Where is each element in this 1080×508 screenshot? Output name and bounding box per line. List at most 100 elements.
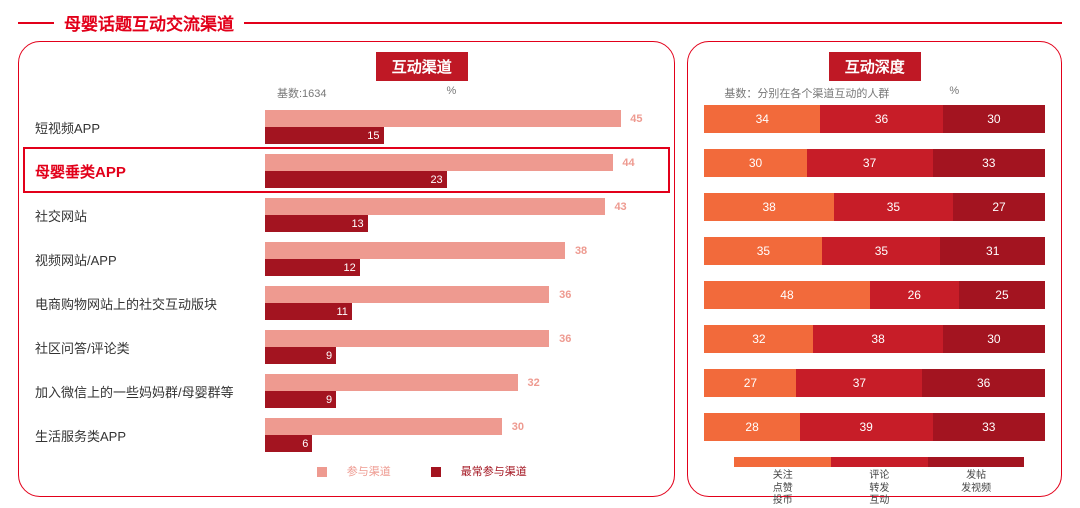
channel-bar-track: 43 13 [265, 198, 658, 232]
channel-bar-label: 社交网站 [35, 206, 265, 225]
legend-swatch [734, 457, 831, 467]
channel-bar-light: 36 [265, 286, 549, 303]
legend-swatch [317, 467, 327, 477]
channel-pct-label: % [447, 85, 457, 101]
depth-legend-line: 发帖 [928, 470, 1025, 483]
page-title: 母婴话题互动交流渠道 [64, 10, 234, 35]
page-title-row: 母婴话题互动交流渠道 [18, 10, 1062, 35]
channel-bar-row: 视频网站/APP3812 [35, 237, 658, 281]
depth-panel: 互动深度 基数：分别在各个渠道互动的人群 % 34363030373338352… [687, 41, 1062, 497]
channel-bar-track: 329 [265, 374, 658, 408]
depth-legend-col: 关注点赞投币 [734, 457, 831, 508]
channel-bar-light: 45 [265, 110, 621, 127]
depth-stack-seg: 30 [943, 105, 1045, 133]
depth-stack-row: 343630 [704, 105, 1045, 133]
depth-stack-seg: 28 [704, 413, 799, 441]
channel-bar-label: 视频网站/APP [35, 250, 265, 269]
depth-stack-row: 323830 [704, 325, 1045, 353]
channel-base-label: 基数:1634 [277, 85, 327, 101]
channel-bar-label: 社区问答/评论类 [35, 338, 265, 357]
channel-panel-title: 互动渠道 [376, 52, 468, 81]
depth-stack-seg: 30 [704, 149, 806, 177]
channel-bar-row: 生活服务类APP306 [35, 413, 658, 457]
depth-legend-col: 发帖发视频 [928, 457, 1025, 508]
depth-subhead: 基数：分别在各个渠道互动的人群 % [704, 85, 1045, 101]
depth-legend: 关注点赞投币评论转发互动发帖发视频 [734, 457, 1024, 508]
channel-bar-light-value: 36 [559, 289, 571, 301]
depth-stack-row: 482625 [704, 281, 1045, 309]
depth-legend-line: 关注 [734, 470, 831, 483]
depth-stack-seg: 36 [922, 369, 1045, 397]
channel-bar-row: 短视频APP4515 [35, 105, 658, 149]
channel-legend: 参与渠道 最常参与渠道 [35, 463, 658, 479]
channel-bar-label: 加入微信上的一些妈妈群/母婴群等 [35, 382, 265, 401]
depth-stack-seg: 32 [704, 325, 813, 353]
depth-legend-line: 转发 [831, 483, 928, 496]
depth-stack-seg: 38 [813, 325, 942, 353]
channel-bar-dark: 9 [265, 347, 336, 364]
channel-legend-item: 最常参与渠道 [421, 466, 537, 478]
channel-bar-label: 生活服务类APP [35, 426, 265, 445]
depth-stack-seg: 31 [940, 237, 1045, 265]
depth-legend-line: 点赞 [734, 483, 831, 496]
channel-bar-light: 36 [265, 330, 549, 347]
channel-panel: 互动渠道 基数:1634 % 短视频APP4515母婴垂类APP4423社交网站… [18, 41, 675, 497]
channel-bar-row: 加入微信上的一些妈妈群/母婴群等329 [35, 369, 658, 413]
channel-bar-row: 电商购物网站上的社交互动版块3611 [35, 281, 658, 325]
depth-stack-seg: 25 [959, 281, 1045, 309]
legend-swatch [431, 467, 441, 477]
channel-bar-light: 32 [265, 374, 518, 391]
channel-bar-row: 母婴垂类APP4423 [35, 149, 658, 193]
legend-label: 最常参与渠道 [461, 466, 527, 478]
channel-bar-light: 44 [265, 154, 613, 171]
depth-stack-row: 353531 [704, 237, 1045, 265]
depth-stack-seg: 27 [953, 193, 1045, 221]
channel-bar-label: 母婴垂类APP [35, 161, 265, 182]
channel-bars-area: 短视频APP4515母婴垂类APP4423社交网站4313视频网站/APP381… [35, 105, 658, 457]
channel-bar-light: 30 [265, 418, 502, 435]
depth-legend-line: 发视频 [928, 483, 1025, 496]
title-rule-right [244, 22, 1062, 24]
depth-stack-seg: 36 [820, 105, 943, 133]
channel-bar-track: 369 [265, 330, 658, 364]
depth-stack-seg: 39 [800, 413, 933, 441]
depth-base-label: 基数：分别在各个渠道互动的人群 [724, 85, 889, 101]
legend-swatch [831, 457, 928, 467]
channel-bar-light-value: 44 [622, 157, 634, 169]
channel-subhead: 基数:1634 % [35, 85, 658, 101]
channel-bar-dark: 23 [265, 171, 447, 188]
channel-bar-light-value: 36 [559, 333, 571, 345]
channel-bar-row: 社交网站 43 13 [35, 193, 658, 237]
depth-stack-row: 283933 [704, 413, 1045, 441]
depth-panel-title: 互动深度 [829, 52, 921, 81]
channel-bar-track: 4515 [265, 110, 658, 144]
channel-bar-track: 4423 [265, 154, 658, 188]
depth-stack-area: 3436303037333835273535314826253238302737… [704, 105, 1045, 441]
channel-bar-light: 38 [265, 242, 565, 259]
channel-bar-track: 3812 [265, 242, 658, 276]
channel-bar-dark: 12 [265, 259, 360, 276]
channel-bar-dark: 6 [265, 435, 312, 452]
channel-bar-dark: 9 [265, 391, 336, 408]
depth-stack-row: 273736 [704, 369, 1045, 397]
channel-bar-dark: 15 [265, 127, 384, 144]
channel-bar-light-value: 38 [575, 245, 587, 257]
channel-bar-light-value: 30 [512, 421, 524, 433]
depth-stack-seg: 35 [834, 193, 953, 221]
channel-bar-light-value: 43 [614, 201, 626, 213]
channel-legend-item: 参与渠道 [307, 466, 401, 478]
channel-panel-header: 互动渠道 [35, 52, 658, 81]
legend-swatch [928, 457, 1025, 467]
depth-stack-seg: 35 [822, 237, 940, 265]
depth-stack-seg: 35 [704, 237, 822, 265]
channel-bar-dark: 13 [265, 215, 368, 232]
depth-stack-seg: 26 [870, 281, 959, 309]
channel-bar-label: 短视频APP [35, 118, 265, 137]
legend-label: 参与渠道 [347, 466, 391, 478]
depth-stack-seg: 38 [704, 193, 833, 221]
depth-stack-seg: 27 [704, 369, 796, 397]
channel-bar-light-value: 45 [630, 113, 642, 125]
depth-legend-line: 评论 [831, 470, 928, 483]
channel-bar-row: 社区问答/评论类369 [35, 325, 658, 369]
depth-pct-label: % [949, 85, 959, 101]
